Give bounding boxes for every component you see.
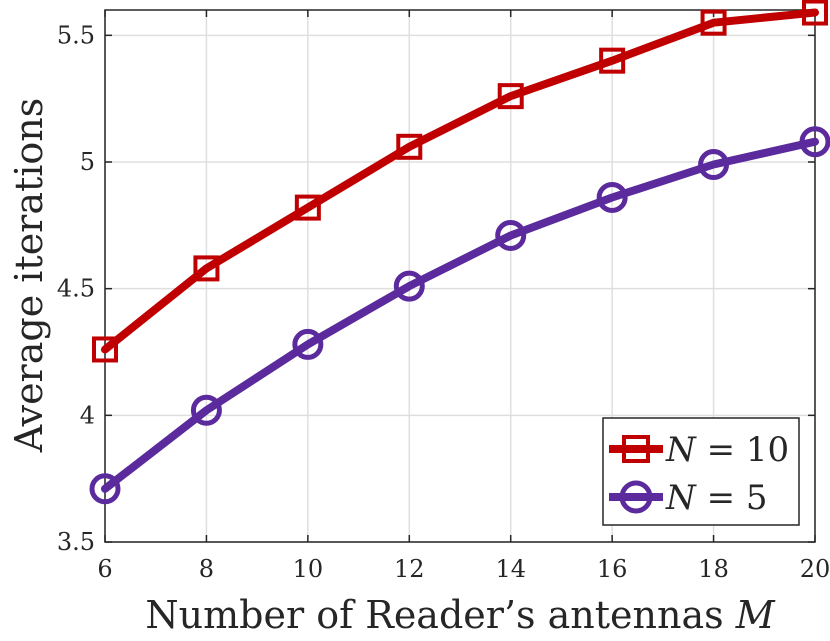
data-point <box>190 394 222 426</box>
x-tick-label: 12 <box>394 555 425 583</box>
x-tick-label: 6 <box>97 555 112 583</box>
data-point <box>599 47 626 74</box>
legend-label-n5: N = 5 <box>665 478 768 518</box>
y-tick-label: 4.5 <box>57 275 95 303</box>
x-tick-label: 10 <box>293 555 324 583</box>
data-point <box>497 83 524 110</box>
data-point <box>396 133 423 160</box>
x-axis-label: Number of Reader’s antennas M <box>145 593 775 637</box>
y-tick-labels: 3.5 4 4.5 5 5.5 <box>57 21 95 556</box>
legend-marker-n5 <box>619 480 653 514</box>
data-point <box>193 255 220 282</box>
y-tick-label: 5 <box>80 148 95 176</box>
data-series <box>89 0 830 505</box>
x-tick-label: 18 <box>698 555 729 583</box>
data-point <box>700 9 727 36</box>
series-1 <box>92 0 828 363</box>
x-tick-label: 8 <box>199 555 214 583</box>
legend: N = 10 N = 5 <box>602 417 800 526</box>
y-axis-label: Average iterations <box>7 98 51 454</box>
x-tick-labels: 6 8 10 12 14 16 18 20 <box>97 555 830 583</box>
series-line <box>101 137 819 493</box>
data-point <box>92 336 118 363</box>
data-point <box>799 126 830 158</box>
plot-frame <box>104 9 816 543</box>
data-point <box>698 149 730 181</box>
data-point <box>89 473 121 505</box>
series-2 <box>89 126 830 505</box>
legend-marker-n10 <box>622 435 650 463</box>
data-point <box>294 194 321 221</box>
x-tick-label: 20 <box>800 555 830 583</box>
x-tick-label: 16 <box>597 555 628 583</box>
x-tick-label: 14 <box>495 555 526 583</box>
data-point <box>495 219 527 251</box>
legend-label-n10: N = 10 <box>665 430 789 470</box>
data-point <box>393 270 425 302</box>
y-tick-label: 3.5 <box>57 528 95 556</box>
data-point <box>596 181 628 213</box>
y-tick-label: 5.5 <box>57 21 95 49</box>
y-tick-label: 4 <box>80 401 95 429</box>
axes <box>104 9 816 543</box>
data-point <box>802 0 828 26</box>
series-line <box>101 8 819 354</box>
data-point <box>292 328 324 360</box>
